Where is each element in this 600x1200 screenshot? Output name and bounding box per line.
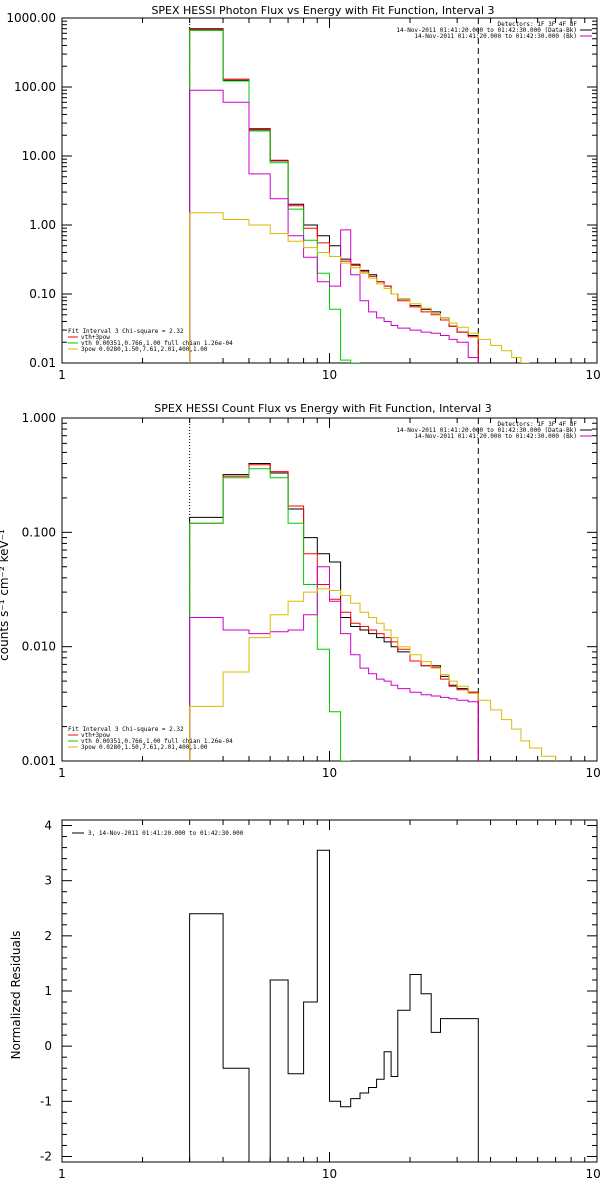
photon-legend-top-0: Detectors: 1F 3F 4F 8F [498, 21, 578, 28]
count-legend-bottom-3: 3pow 0.0280,1.50,7.61,2.01,400,1.00 [81, 744, 208, 751]
count-ytick-label: 1.000 [22, 411, 56, 425]
count-legend-top-1: 14-Nov-2011 01:41:20.000 to 01:42:30.000… [396, 427, 577, 434]
photon-flux-panel: SPEX HESSI Photon Flux vs Energy with Fi… [6, 4, 600, 382]
count-series-1 [189, 464, 479, 761]
photon-ytick-label: 10.00 [22, 149, 56, 163]
residual-ytick-label: 2 [44, 929, 52, 943]
count-xtick-label: 100 [586, 766, 600, 780]
count-legend-top-0: Detectors: 1F 3F 4F 8F [498, 421, 578, 428]
photon-ytick-label: 0.01 [29, 356, 56, 370]
photon-legend-bottom-1: vth+3pow [81, 334, 110, 341]
photon-series-4 [189, 212, 530, 363]
photon-ytick-label: 100.00 [14, 80, 56, 94]
photon-legend-bottom-3: 3pow 0.0280,1.50,7.61,2.01,400,1.00 [81, 346, 208, 353]
residual-xtick-label: 1 [58, 1167, 66, 1181]
residual-ytick-label: -2 [40, 1149, 52, 1163]
residual-xtick-label: 100 [586, 1167, 600, 1181]
count-flux-ylabel: counts s⁻¹ cm⁻² keV⁻¹ [0, 529, 11, 661]
count-legend-bottom-1: vth+3pow [81, 732, 110, 739]
residuals-panel: Normalized Residuals 1 10 100 -2 -1 0 1 2 3 4 3, 1… [9, 819, 600, 1181]
count-series-4 [189, 588, 557, 761]
photon-ytick-label: 1.00 [29, 218, 56, 232]
photon-xtick-label: 100 [586, 368, 600, 382]
residual-ytick-label: 4 [44, 819, 52, 833]
photon-ytick-label: 0.10 [29, 287, 56, 301]
photon-legend-top-2: 14-Nov-2011 01:41:20.000 to 01:42:30.000… [414, 33, 577, 40]
count-legend-top-2: 14-Nov-2011 01:41:20.000 to 01:42:30.000… [414, 433, 577, 440]
count-legend-bottom-0: Fit Interval 3 Chi-square = 2.32 [68, 726, 184, 733]
residual-xtick-label: 10 [322, 1167, 337, 1181]
residual-ytick-label: -1 [40, 1094, 52, 1108]
photon-legend-top-1: 14-Nov-2011 01:41:20.000 to 01:42:30.000… [396, 27, 577, 34]
photon-ytick-label: 1000.00 [6, 11, 56, 25]
residual-series-0 [189, 849, 479, 1162]
photon-series-1 [189, 29, 479, 363]
photon-legend-bottom-2: vth 0.00351,0.766,1.00 full chian 1.26e-… [81, 340, 233, 347]
photon-series-2 [189, 30, 360, 363]
count-xtick-label: 1 [58, 766, 66, 780]
residuals-ylabel: Normalized Residuals [9, 931, 23, 1060]
count-ytick-label: 0.001 [22, 754, 56, 768]
count-series-2 [189, 468, 351, 761]
residual-ytick-label: 1 [44, 984, 52, 998]
count-ytick-label: 0.010 [22, 640, 56, 654]
photon-xtick-label: 1 [58, 368, 66, 382]
photon-legend-bottom-0: Fit Interval 3 Chi-square = 2.32 [68, 328, 184, 335]
photon-plot-frame [61, 17, 598, 364]
count-series-3 [189, 566, 479, 761]
photon-xtick-label: 10 [322, 368, 337, 382]
residual-legend-text: 3, 14-Nov-2011 01:41:20.000 to 01:42:30.… [88, 830, 244, 837]
photon-series-3 [189, 89, 479, 363]
count-legend-bottom-2: vth 0.00351,0.766,1.00 full chian 1.26e-… [81, 738, 233, 745]
count-series-0 [189, 463, 479, 761]
count-ytick-label: 0.100 [22, 525, 56, 539]
count-flux-panel: SPEX HESSI Count Flux vs Energy with Fit… [0, 402, 600, 780]
residual-ytick-label: 3 [44, 874, 52, 888]
photon-flux-title: SPEX HESSI Photon Flux vs Energy with Fi… [151, 4, 494, 17]
count-xtick-label: 10 [322, 766, 337, 780]
residual-ytick-label: 0 [44, 1039, 52, 1053]
count-flux-title: SPEX HESSI Count Flux vs Energy with Fit… [154, 402, 491, 415]
